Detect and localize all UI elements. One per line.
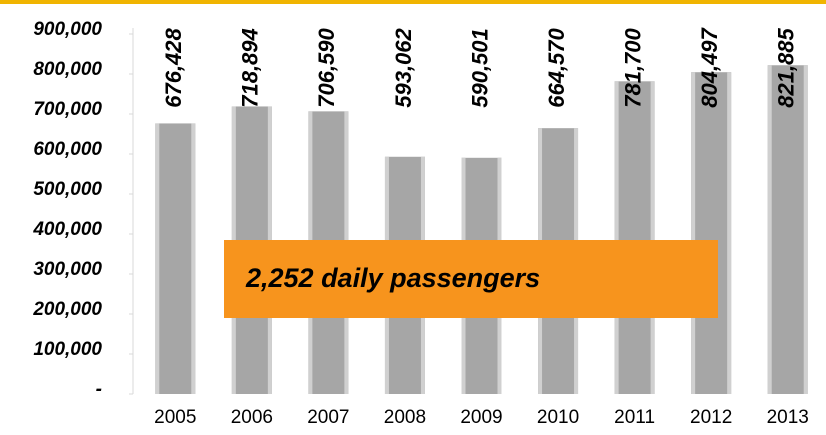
x-tick-label: 2012 xyxy=(690,407,732,428)
bar-highlight xyxy=(691,72,696,394)
value-label: 706,590 xyxy=(314,27,339,107)
value-label: 676,428 xyxy=(161,27,186,107)
bar-highlight xyxy=(803,65,808,394)
y-tick-label: 300,000 xyxy=(33,259,102,280)
y-tick-label: 500,000 xyxy=(33,179,102,200)
bar-highlight xyxy=(727,72,732,394)
y-tick-label: 900,000 xyxy=(33,19,102,40)
bar-highlight xyxy=(614,81,619,394)
x-tick-label: 2009 xyxy=(460,407,502,428)
y-tick-label: 800,000 xyxy=(33,59,102,80)
value-label: 804,497 xyxy=(697,26,722,107)
x-tick-label: 2010 xyxy=(537,407,579,428)
x-tick-label: 2006 xyxy=(231,407,273,428)
x-tick-label: 2005 xyxy=(154,407,196,428)
bar xyxy=(767,65,808,394)
bar-highlight xyxy=(191,123,196,394)
bar-highlight xyxy=(767,65,772,394)
x-tick-label: 2007 xyxy=(307,407,349,428)
y-tick-label: 400,000 xyxy=(32,219,102,240)
annotation: 2,252 daily passengers xyxy=(245,263,540,293)
y-tick-label: 100,000 xyxy=(33,339,102,360)
bar xyxy=(691,72,732,394)
value-label: 664,570 xyxy=(544,27,569,107)
annotation-box xyxy=(224,240,718,318)
value-label: 593,062 xyxy=(391,27,416,107)
bar-highlight xyxy=(155,123,160,394)
value-label: 590,501 xyxy=(467,28,492,108)
value-label: 781,700 xyxy=(620,27,645,107)
x-tick-label: 2008 xyxy=(384,407,426,428)
bar xyxy=(155,123,196,394)
y-tick-label: 200,000 xyxy=(32,299,102,320)
bar xyxy=(614,81,655,394)
x-tick-label: 2013 xyxy=(767,407,809,428)
y-tick-label: 600,000 xyxy=(33,139,102,160)
top-rule xyxy=(0,0,826,4)
bar-highlight xyxy=(650,81,655,394)
y-tick-label: 700,000 xyxy=(33,99,102,120)
value-label: 821,885 xyxy=(774,27,799,107)
y-tick-label: - xyxy=(96,379,102,400)
value-label: 718,894 xyxy=(238,28,263,108)
x-tick-label: 2011 xyxy=(614,407,655,428)
